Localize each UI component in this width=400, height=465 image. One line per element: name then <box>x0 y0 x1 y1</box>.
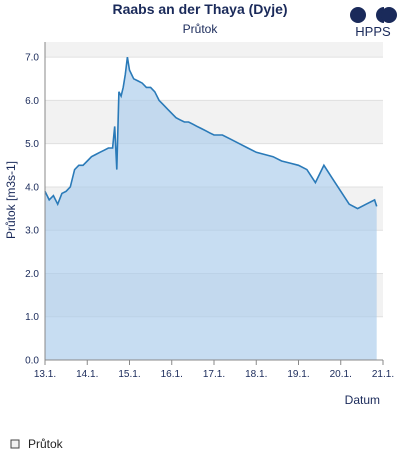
x-tick-label: 20.1. <box>330 369 352 380</box>
y-tick-label: 3.0 <box>25 226 39 237</box>
logo-dot <box>350 7 366 23</box>
y-tick-label: 6.0 <box>25 96 39 107</box>
logo-dot <box>376 7 384 23</box>
y-tick-label: 4.0 <box>25 182 39 193</box>
logo-dot <box>381 7 397 23</box>
y-tick-label: 0.0 <box>25 356 39 367</box>
area <box>45 57 377 360</box>
logo-text: HPPS <box>355 24 391 39</box>
y-tick-label: 2.0 <box>25 269 39 280</box>
x-tick-label: 13.1. <box>34 369 56 380</box>
x-tick-label: 19.1. <box>287 369 309 380</box>
x-tick-label: 16.1. <box>161 369 183 380</box>
x-tick-label: 14.1. <box>76 369 98 380</box>
x-tick-label: 17.1. <box>203 369 225 380</box>
x-axis-label: Datum <box>345 393 380 407</box>
chart-title: Raabs an der Thaya (Dyje) <box>112 1 287 17</box>
grid-band <box>45 42 383 58</box>
y-tick-label: 7.0 <box>25 53 39 64</box>
legend-marker[interactable] <box>10 439 20 449</box>
line <box>44 56 378 210</box>
legend-label[interactable]: Průtok <box>28 437 64 451</box>
plot-area: 0.0 1.0 2.0 3.0 4.0 5.0 6.0 7.0 13.1. 14.1. 15.1. 1… <box>25 42 394 380</box>
x-tick-label: 15.1. <box>118 369 140 380</box>
x-tick-label: 21.1. <box>372 369 394 380</box>
y-axis-label: Průtok [m3s-1] <box>4 161 18 239</box>
y-tick-label: 1.0 <box>25 312 39 323</box>
x-tick-label: 18.1. <box>245 369 267 380</box>
legend[interactable]: Průtok <box>10 437 64 451</box>
y-tick-label: 5.0 <box>25 139 39 150</box>
logo: HPPS <box>350 7 397 39</box>
chart-subtitle: Průtok <box>183 22 219 36</box>
